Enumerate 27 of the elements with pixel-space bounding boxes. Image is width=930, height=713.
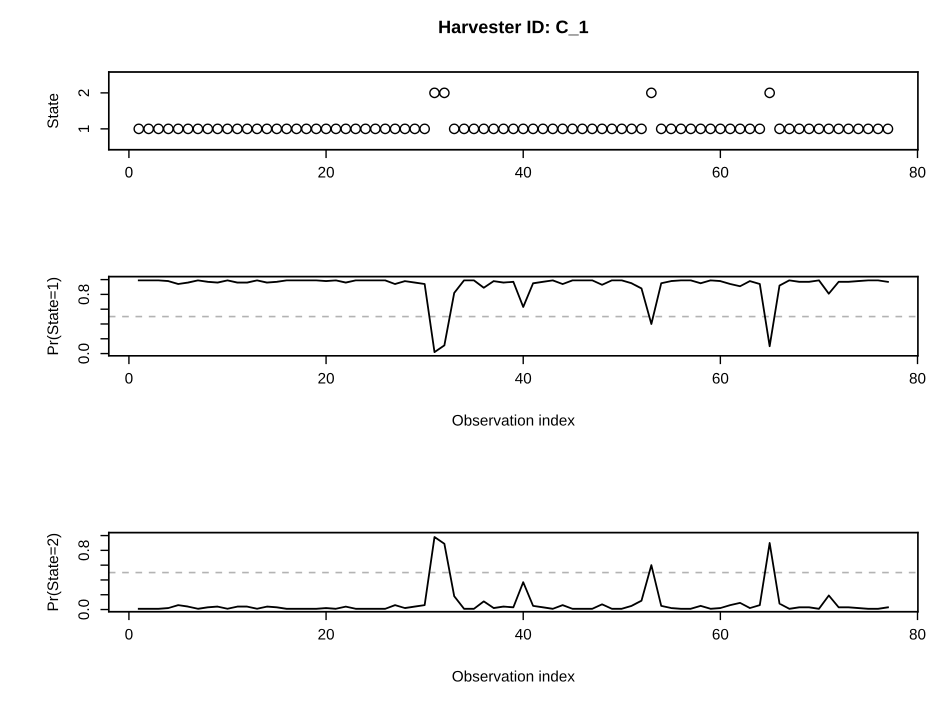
y-tick-label: 0.8 [78,284,90,304]
y-tick-label: 0.0 [78,344,90,364]
x-tick-label: 80 [910,166,926,178]
y-tick-label: 0.0 [78,600,90,620]
x-axis-title: Observation index [452,670,575,682]
x-tick-label: 40 [515,372,532,384]
x-tick-label: 0 [125,628,133,640]
y-tick-label: 2 [78,89,89,96]
x-tick-label: 80 [910,372,926,384]
x-tick-label: 20 [318,166,334,178]
y-axis-title: Pr(State=1) [46,278,62,354]
x-tick-label: 60 [712,372,728,384]
y-axis-title: Pr(State=2) [46,534,62,610]
y-tick-label: 0.8 [78,540,90,560]
x-tick-label: 0 [125,372,133,384]
x-tick-label: 0 [125,166,133,178]
x-tick-label: 20 [318,628,334,640]
x-tick-label: 40 [515,166,532,178]
x-tick-label: 80 [910,628,926,640]
x-tick-label: 60 [712,628,728,640]
x-axis-title: Observation index [452,414,575,426]
x-tick-label: 60 [712,166,728,178]
chart-title: Harvester ID: C_1 [439,20,588,36]
x-tick-label: 20 [318,372,334,384]
y-tick-label: 1 [78,125,89,132]
y-axis-title: State [47,94,58,128]
x-tick-label: 40 [515,628,532,640]
